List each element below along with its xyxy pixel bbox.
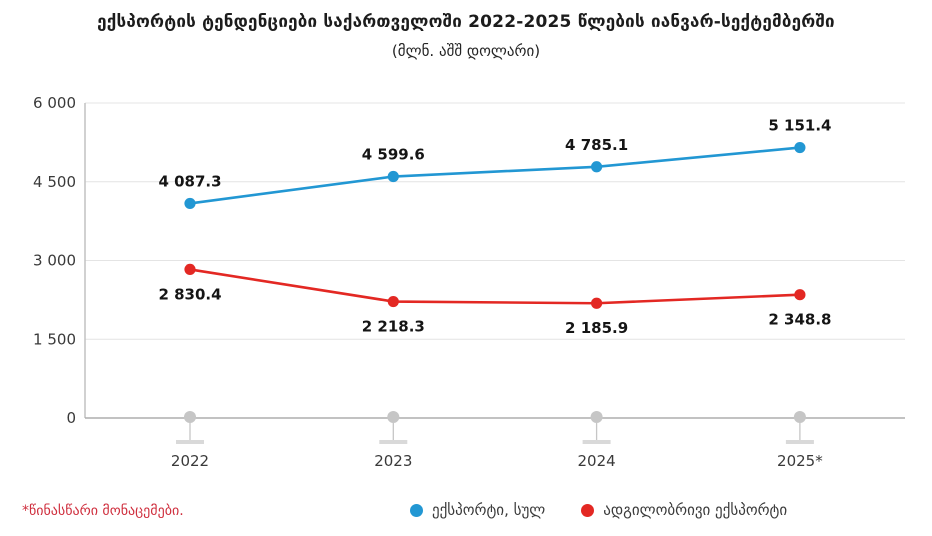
data-label: 4 785.1 [565, 136, 628, 154]
y-tick-label: 1 500 [33, 330, 76, 348]
series-1-point [387, 295, 399, 308]
legend-dot-red-icon [581, 503, 595, 517]
series-0-point [591, 161, 603, 173]
data-label: 2 185.9 [565, 319, 628, 337]
legend-item-total-exports: ექსპორტი, სულ [410, 501, 545, 519]
series-0-point [387, 170, 399, 183]
data-label: 2 218.3 [362, 318, 425, 336]
series-1-line [189, 268, 800, 305]
legend-label-total-exports: ექსპორტი, სულ [432, 501, 546, 519]
x-tick-dot [590, 411, 603, 423]
data-label: 4 087.3 [158, 172, 221, 190]
series-0-point [184, 197, 196, 210]
x-axis-label: 2024 [578, 452, 616, 470]
footnote: *წინასწარი მონაცემები. [22, 503, 184, 519]
series-1-point [184, 263, 196, 276]
legend-label-domestic-exports: ადგილობრივი ექსპორტი [603, 501, 788, 519]
x-axis-label: 2023 [374, 452, 412, 470]
data-label: 4 599.6 [362, 146, 425, 164]
y-tick-label: 0 [66, 409, 76, 427]
chart-subtitle: (მლნ. აშშ დოლარი) [391, 42, 541, 60]
legend: ექსპორტი, სულ ადგილობრივი ექსპორტი [410, 501, 787, 519]
x-axis-label: 2022 [171, 452, 209, 470]
series-1-point [794, 289, 806, 301]
data-label: 2 348.8 [768, 311, 831, 329]
y-tick-label: 6 000 [33, 94, 76, 112]
x-axis-label: 2025* [777, 452, 823, 470]
series-1-point [591, 297, 603, 309]
y-tick-label: 4 500 [33, 173, 76, 191]
x-tick-dot [387, 411, 400, 423]
series-0-point [794, 141, 806, 154]
chart-title: ექსპორტის ტენდენციები საქართველოში 2022-… [97, 12, 835, 32]
data-label: 5 151.4 [768, 117, 831, 135]
legend-dot-blue-icon [410, 503, 423, 517]
x-tick-dot [793, 411, 806, 423]
legend-item-domestic-exports: ადგილობრივი ექსპორტი [581, 501, 787, 519]
series-0-line [189, 146, 801, 205]
y-tick-label: 3 000 [33, 252, 76, 270]
x-tick-dot [184, 411, 196, 423]
data-label: 2 830.4 [158, 285, 221, 303]
